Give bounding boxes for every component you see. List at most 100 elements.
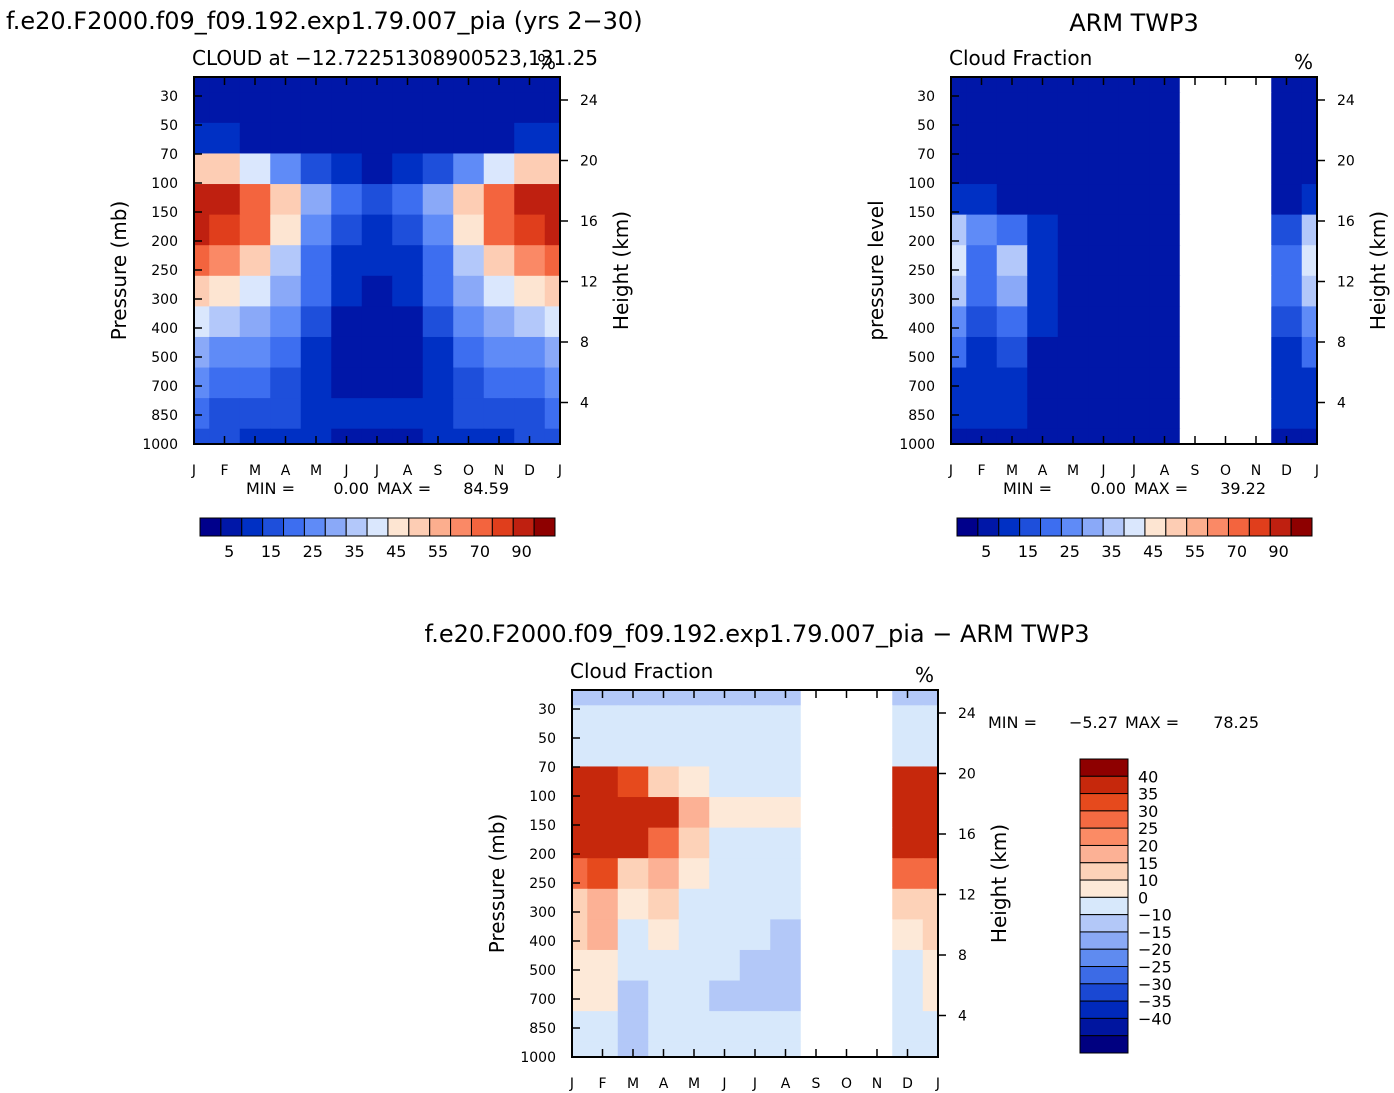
model-colorbar-swatch <box>387 517 410 537</box>
diff-cell <box>709 919 741 951</box>
model-cell <box>194 398 210 430</box>
diff-cell <box>572 827 588 859</box>
model-cell <box>422 306 454 338</box>
diff-cell <box>617 980 649 1012</box>
obs-y-tick-label: 1000 <box>899 437 935 453</box>
diff-colorbar-label: −20 <box>1138 940 1172 959</box>
model-x-tick-label: M <box>310 463 322 479</box>
diff-y-right-tick-label: 16 <box>958 827 976 843</box>
model-y-tick-label: 70 <box>160 147 178 163</box>
model-max-value: 84.59 <box>463 479 509 498</box>
obs-y-right-tick-label: 20 <box>1337 154 1355 170</box>
model-colorbar-swatch <box>366 517 389 537</box>
obs-colorbar-swatch <box>977 517 1000 537</box>
diff-colorbar-label: 30 <box>1138 802 1158 821</box>
model-cell <box>422 153 454 185</box>
diff-colorbar-swatch <box>1079 793 1129 812</box>
model-y-tick-label: 300 <box>151 292 178 308</box>
obs-cell <box>951 275 967 307</box>
obs-colorbar: 5 15 25 35 45 55 70 90 <box>956 517 1313 561</box>
obs-colorbar-swatch <box>1040 517 1062 537</box>
diff-colorbar-swatch <box>1079 758 1129 777</box>
obs-cell <box>1027 214 1059 246</box>
model-cell <box>209 367 241 399</box>
model-cell <box>209 214 241 246</box>
obs-y-axis-right: 24 20 16 12 8 4 <box>1317 93 1355 412</box>
obs-y-axis: 30 50 70 100 150 200 250 300 400 500 700 850 1000 <box>899 89 959 453</box>
model-cell <box>361 92 393 124</box>
obs-y-right-tick-label: 24 <box>1337 93 1355 109</box>
diff-cell <box>922 980 939 1012</box>
obs-cell <box>1027 92 1059 124</box>
model-cell <box>544 77 561 93</box>
model-cell <box>209 245 241 277</box>
obs-cell <box>951 245 967 277</box>
model-cell <box>300 336 332 369</box>
obs-colorbar-label: 25 <box>1060 542 1080 561</box>
diff-cell <box>739 888 771 920</box>
obs-x-tick-label: A <box>1038 463 1048 479</box>
model-cell <box>331 275 363 307</box>
obs-cell <box>966 122 998 155</box>
obs-missing-band-core <box>1195 77 1256 444</box>
diff-cell <box>922 690 939 706</box>
obs-cell <box>951 336 967 369</box>
obs-colorbar-swatch <box>1102 517 1125 537</box>
model-cell <box>331 153 363 185</box>
model-x-tick-label: J <box>343 463 348 479</box>
diff-x-tick-label: O <box>841 1076 852 1092</box>
obs-cell <box>1149 245 1181 277</box>
model-colorbar-swatch <box>283 517 305 537</box>
obs-colorbar-swatch <box>1248 517 1271 537</box>
obs-cell <box>996 336 1028 369</box>
diff-cell <box>587 858 619 890</box>
diff-cell <box>617 858 649 890</box>
model-cell <box>270 275 302 307</box>
obs-cell <box>1271 214 1303 246</box>
diff-cell <box>709 735 741 768</box>
diff-y-right-tick-label: 12 <box>958 888 976 904</box>
model-cell <box>239 367 271 399</box>
model-cell <box>514 153 546 185</box>
diff-cell <box>587 888 619 920</box>
diff-y-tick-label: 850 <box>529 1021 556 1037</box>
obs-x-tick-label: F <box>977 463 985 479</box>
model-cell <box>300 367 332 399</box>
obs-ylabel: pressure level <box>864 200 888 340</box>
obs-y-tick-label: 50 <box>917 118 935 134</box>
obs-cell <box>1057 336 1089 369</box>
diff-colorbar-swatch <box>1079 844 1129 864</box>
model-cell <box>239 153 271 185</box>
model-cell <box>544 214 561 246</box>
diff-cell <box>678 949 710 982</box>
diff-x-tick-label: J <box>721 1076 726 1092</box>
diff-cell <box>587 797 619 829</box>
model-colorbar-swatch <box>303 517 326 537</box>
obs-cell <box>1088 398 1120 430</box>
model-y-right-tick-label: 8 <box>580 335 589 351</box>
model-cell <box>194 153 210 185</box>
obs-colorbar-label: 90 <box>1268 542 1288 561</box>
diff-cell <box>678 888 710 920</box>
model-colorbar-swatch <box>533 517 556 537</box>
diff-cell <box>678 827 710 859</box>
model-cell <box>270 398 302 430</box>
diff-cell <box>678 1011 710 1043</box>
obs-cell <box>1301 122 1318 155</box>
diff-colorbar-swatch <box>1079 896 1129 916</box>
model-cell <box>453 184 485 216</box>
model-cell <box>422 336 454 369</box>
model-cell <box>392 214 424 246</box>
diff-y-tick-label: 150 <box>529 818 556 834</box>
obs-cell <box>966 184 998 216</box>
obs-cell <box>1301 184 1318 216</box>
obs-cell <box>1149 153 1181 185</box>
diff-x-tick-label: M <box>688 1076 700 1092</box>
model-cell <box>300 153 332 185</box>
diff-cell <box>572 705 588 737</box>
obs-cell <box>1271 306 1303 338</box>
obs-cell <box>996 367 1028 399</box>
model-colorbar-swatch <box>241 517 264 537</box>
model-cell <box>514 398 546 430</box>
